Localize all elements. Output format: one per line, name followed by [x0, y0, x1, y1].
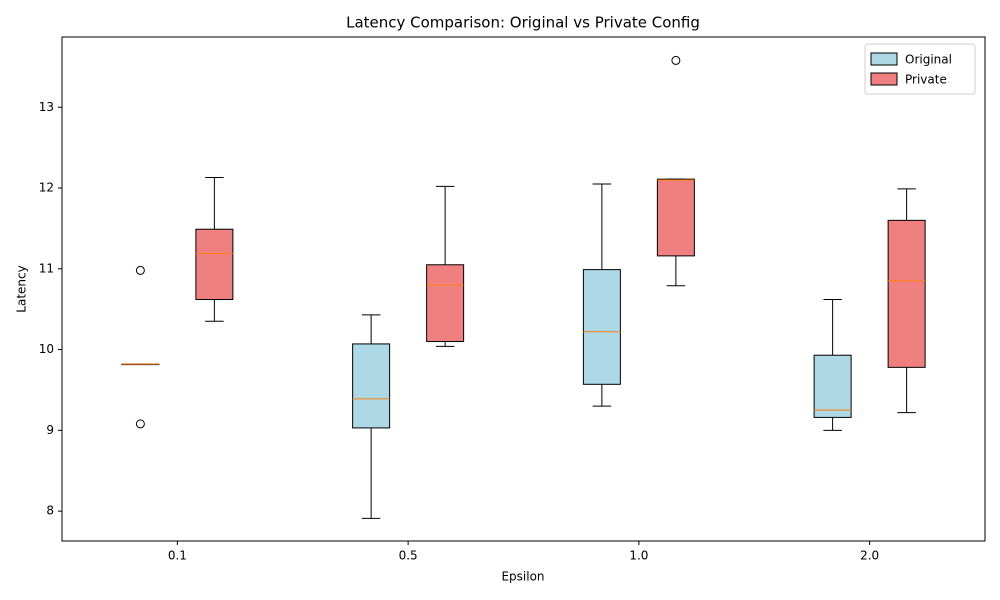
outlier	[671, 55, 681, 65]
outlier	[135, 265, 145, 275]
legend-label: Original	[905, 53, 952, 67]
y-tick-label: 10	[39, 342, 54, 356]
box	[656, 178, 695, 257]
y-tick-label: 9	[46, 423, 54, 437]
plot-frame	[61, 36, 986, 542]
box	[813, 354, 852, 418]
y-tick-label: 11	[39, 261, 54, 275]
y-tick-label: 8	[46, 504, 54, 518]
x-axis-label: Epsilon	[501, 570, 544, 584]
box	[582, 269, 621, 385]
x-tick-label: 0.1	[168, 549, 187, 563]
chart-title: Latency Comparison: Original vs Private …	[346, 14, 700, 32]
x-tick-label: 0.5	[399, 549, 418, 563]
x-tick-label: 2.0	[860, 549, 879, 563]
legend-swatch	[870, 72, 898, 86]
y-tick-label: 12	[39, 181, 54, 195]
box	[195, 228, 234, 301]
legend-frame	[864, 43, 976, 95]
x-tick-label: 1.0	[629, 549, 648, 563]
y-tick-label: 13	[39, 100, 54, 114]
box	[887, 219, 926, 368]
outlier	[135, 419, 145, 429]
legend-swatch	[870, 52, 898, 66]
box	[426, 264, 465, 342]
y-axis-label: Latency	[15, 265, 29, 312]
box	[352, 343, 391, 429]
legend-label: Private	[905, 73, 947, 87]
